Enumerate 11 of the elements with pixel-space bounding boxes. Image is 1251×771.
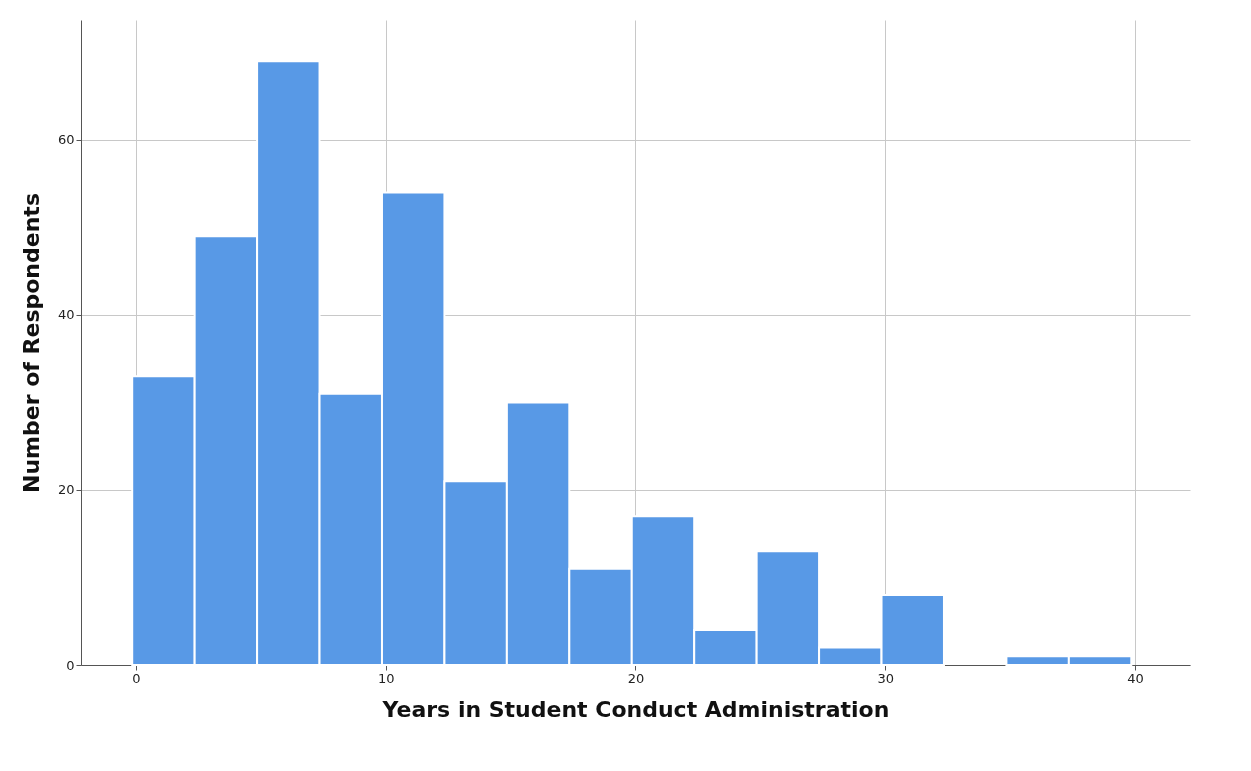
y-tick-label: 60	[57, 132, 75, 148]
y-axis-title: Number of Respondents	[18, 193, 44, 493]
x-tick-label: 0	[132, 670, 141, 686]
x-tick-label: 10	[377, 670, 395, 686]
x-tick-label: 30	[877, 670, 895, 686]
x-tick-label: 40	[1127, 670, 1144, 686]
x-axis-title: Years in Student Conduct Administration	[381, 696, 890, 722]
x-tick-label: 20	[627, 670, 645, 686]
y-tick-label: 0	[66, 657, 75, 673]
y-tick-label: 40	[57, 307, 75, 323]
y-tick-label: 20	[57, 482, 75, 498]
